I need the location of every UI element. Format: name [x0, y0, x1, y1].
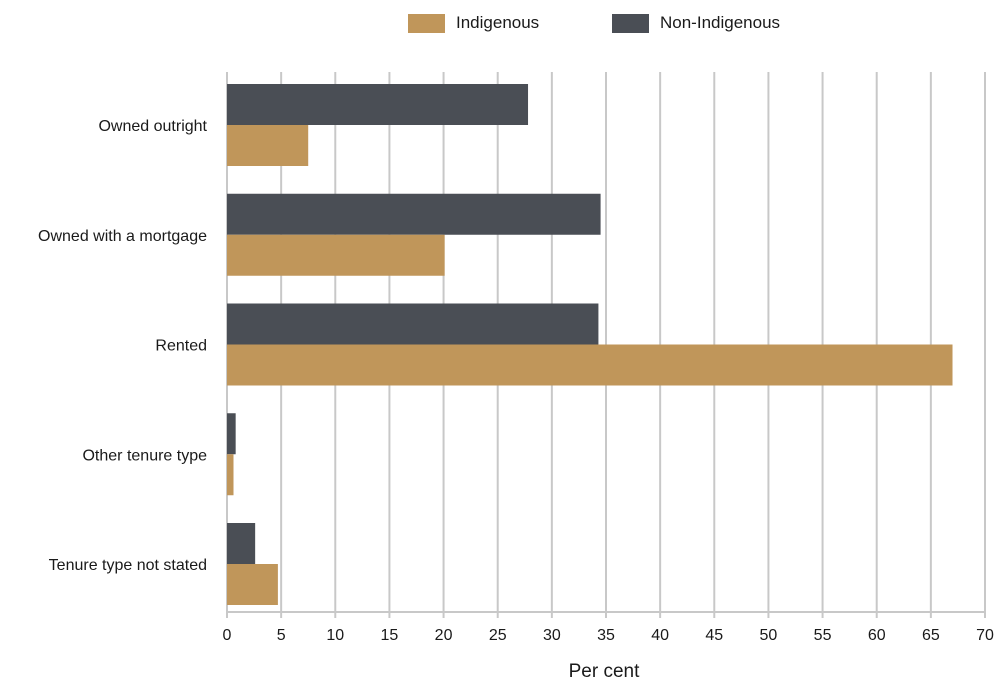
x-tick-label: 40 [651, 627, 669, 644]
bar-indigenous [227, 344, 953, 386]
x-tick-label: 70 [976, 627, 994, 644]
bars [227, 84, 953, 605]
bar-non-indigenous [227, 193, 601, 235]
x-tick-label: 25 [489, 627, 507, 644]
legend-label-non-indigenous: Non-Indigenous [660, 13, 781, 32]
bar-indigenous [227, 234, 445, 276]
legend-item-non-indigenous: Non-Indigenous [612, 10, 780, 36]
bar-non-indigenous [227, 303, 599, 345]
bar-indigenous [227, 564, 278, 605]
legend-label-indigenous: Indigenous [456, 13, 540, 32]
x-tick-label: 65 [922, 627, 940, 644]
legend-item-indigenous: Indigenous [408, 10, 539, 36]
bar-non-indigenous [227, 523, 256, 564]
legend: Indigenous Non-Indigenous [0, 10, 997, 36]
x-axis-label: Per cent [569, 661, 640, 682]
category-label: Rented [155, 338, 207, 355]
x-tick-label: 60 [868, 627, 886, 644]
bar-indigenous [227, 125, 309, 166]
x-axis: 0 5 10 15 20 25 30 35 40 45 50 55 60 65 70 [223, 611, 994, 644]
category-labels: Owned outright Owned with a mortgage Rente… [38, 118, 208, 574]
category-label: Owned outright [98, 118, 207, 135]
x-tick-label: 5 [277, 627, 286, 644]
category-label: Other tenure type [82, 447, 207, 464]
category-label: Tenure type not stated [49, 557, 207, 574]
legend-swatch-indigenous [408, 13, 445, 33]
category-label: Owned with a mortgage [38, 228, 207, 245]
x-tick-label: 15 [381, 627, 399, 644]
bar-non-indigenous [227, 413, 236, 455]
x-tick-label: 35 [597, 627, 615, 644]
x-tick-label: 55 [814, 627, 832, 644]
legend-swatch-non-indigenous [612, 13, 649, 33]
x-tick-label: 45 [705, 627, 723, 644]
x-tick-label: 20 [435, 627, 453, 644]
bar-indigenous [227, 454, 234, 496]
x-tick-label: 50 [760, 627, 778, 644]
x-tick-label: 30 [543, 627, 561, 644]
x-tick-label: 10 [326, 627, 344, 644]
x-tick-label: 0 [223, 627, 232, 644]
bar-non-indigenous [227, 84, 529, 125]
